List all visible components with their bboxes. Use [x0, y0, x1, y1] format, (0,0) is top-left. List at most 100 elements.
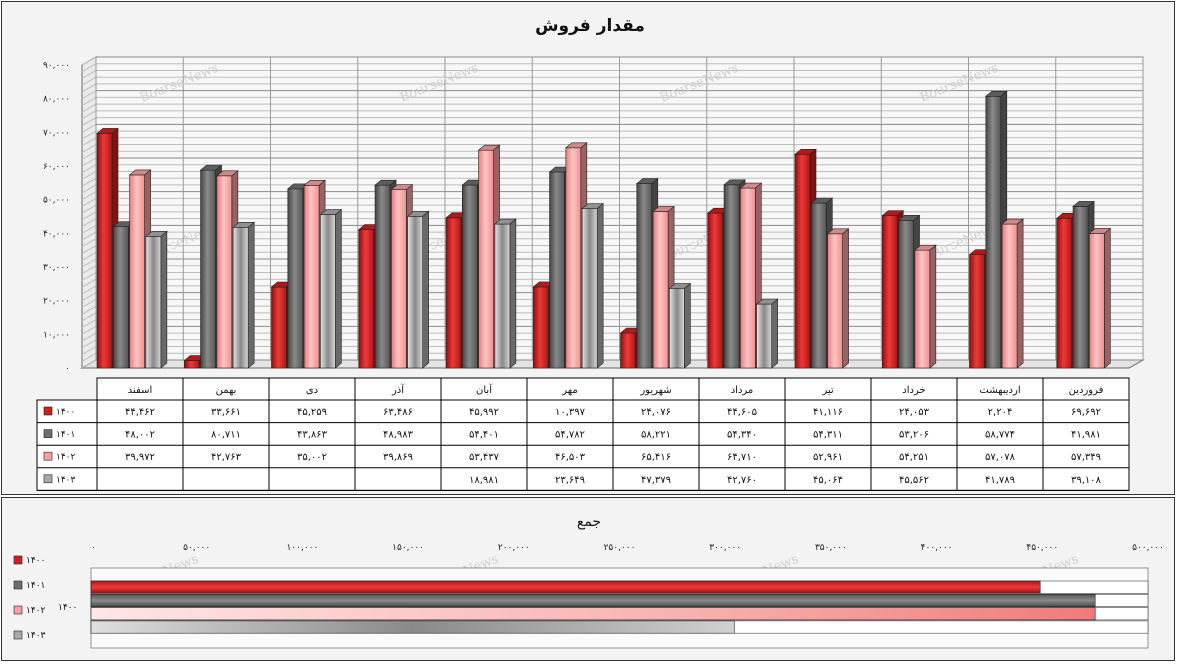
bar	[287, 188, 304, 369]
y-axis-ticks: ۰ ۱۰,۰۰۰ ۲۰,۰۰۰ ۳۰,۰۰۰ ۴۰,۰۰۰ ۵۰,۰۰۰ ۶۰,۰۰۰ ۷۰,…	[43, 61, 70, 374]
data-cell: ۴۴,۶۰۵	[727, 407, 757, 418]
bar-top	[897, 215, 921, 221]
bar-top	[914, 244, 937, 251]
monthly-sales-panel: مقدار فروش BourseNews BourseNews BourseNew…	[1, 1, 1175, 495]
data-cell: ۴۶,۵۰۳	[555, 452, 586, 463]
bar-side	[509, 218, 517, 369]
bar	[532, 286, 549, 369]
gridline-side	[81, 197, 97, 207]
data-cell: ۴۳,۸۶۳	[297, 430, 328, 441]
bar-top	[652, 206, 675, 212]
gridline-side	[81, 352, 97, 362]
bar	[358, 229, 375, 369]
data-table: اسفند ۴۴,۴۶۲ ۴۸,۰۰۲ ۳۹,۹۷۲ بهمن ۳۳,۶۶۱ ۸۰,۷۱۱ ۴…	[36, 377, 1130, 491]
category-label: بهمن	[216, 385, 237, 396]
bar	[407, 215, 423, 369]
y-tick-label: ۹۰,۰۰۰	[43, 61, 70, 71]
bar	[723, 184, 740, 369]
legend-label: ۱۴۰۰	[56, 408, 75, 418]
bar	[494, 223, 511, 369]
legend-label: ۱۴۰۱	[26, 581, 45, 591]
bar-side	[160, 230, 168, 369]
bar-side	[842, 228, 849, 369]
bar-top	[232, 222, 255, 228]
bar-top	[1001, 218, 1024, 225]
bar-side	[422, 210, 429, 369]
total-bar	[90, 580, 1041, 594]
gridline-side	[81, 130, 97, 140]
bar	[707, 212, 724, 369]
gridline-side	[81, 83, 97, 93]
gridline-side	[81, 70, 97, 79]
x-tick-label: ۲۵۰,۰۰۰	[604, 543, 636, 553]
category-label: مرداد	[731, 385, 754, 396]
bar-side	[1104, 227, 1111, 369]
data-cell: ۶۴,۷۱۰	[727, 452, 757, 463]
data-cell: ۴۱,۱۱۶	[813, 407, 843, 418]
x-tick-label: ۵۰۰,۰۰۰	[1132, 543, 1164, 553]
y-tick-label: ۰	[65, 364, 70, 374]
bar-top	[128, 169, 152, 176]
legend-swatch	[43, 429, 53, 438]
legend-label: ۱۴۰۳	[26, 631, 46, 641]
bar-side	[335, 208, 342, 369]
data-cell: ۵۲,۹۶۱	[813, 452, 843, 463]
bar	[620, 332, 636, 369]
x-tick-label: ۴۵۰,۰۰۰	[1026, 543, 1058, 553]
legend-label: ۱۴۰۲	[26, 606, 46, 616]
legend-label: ۱۴۰۱	[56, 430, 75, 440]
data-cell: ۳۳,۶۶۱	[211, 407, 241, 418]
gridline-side	[81, 96, 97, 106]
data-cell: ۶۵,۴۱۶	[641, 452, 671, 463]
bar	[271, 286, 287, 369]
data-cell: ۸۰,۷۱۱	[211, 430, 241, 441]
bar	[1056, 218, 1073, 369]
gridline-side	[81, 245, 97, 254]
y-tick-label: ۸۰,۰۰۰	[43, 95, 70, 105]
category-label: مهر	[561, 385, 577, 396]
gridline-side	[81, 150, 97, 160]
gridline-side	[81, 63, 97, 73]
gridline-side	[81, 110, 97, 120]
bar	[756, 303, 772, 369]
bar	[549, 171, 565, 369]
bar	[391, 189, 407, 369]
gridline-side	[81, 258, 97, 268]
bar	[652, 211, 669, 369]
bar-top	[565, 142, 588, 149]
bar	[232, 227, 249, 369]
gridline-side	[81, 90, 97, 100]
bar	[216, 175, 233, 369]
gridline-side	[81, 319, 97, 329]
data-cell: ۴۲,۷۶۰	[727, 475, 757, 486]
data-cell: ۳۹,۸۶۹	[383, 452, 413, 463]
bar	[374, 184, 391, 369]
bar	[827, 233, 843, 369]
y-tick-label: ۴۰,۰۰۰	[43, 229, 70, 239]
legend-label: ۱۴۰۲	[56, 453, 76, 463]
bar-top	[739, 182, 763, 189]
data-cell: ۵۴,۲۵۱	[899, 452, 929, 463]
data-cell: ۵۸,۲۲۱	[641, 430, 671, 441]
y-tick-label: ۳۰,۰۰۰	[43, 263, 70, 273]
data-cell: ۴۲,۷۶۳	[211, 452, 242, 463]
monthly-sales-chart: مقدار فروش BourseNews BourseNews BourseNew…	[36, 16, 1145, 491]
legend-swatch	[13, 580, 23, 590]
bar	[113, 226, 129, 369]
data-cell: ۴۵,۵۶۲	[899, 475, 929, 486]
y-tick-label: ۱۰,۰۰۰	[43, 330, 70, 340]
gridline-side	[81, 76, 97, 86]
gridline-side	[81, 164, 97, 174]
gridline-side	[81, 144, 97, 153]
x-tick-label: ۵۰,۰۰۰	[183, 543, 210, 553]
legend-swatch	[43, 406, 53, 416]
data-cell: ۴۱,۷۸۹	[985, 475, 1015, 486]
data-cell: ۵۴,۳۱۱	[813, 430, 843, 441]
gridline-side	[81, 292, 97, 302]
gridline-side	[81, 177, 97, 187]
x-tick-label: ۲۰۰,۰۰۰	[498, 543, 530, 553]
bar-top	[635, 178, 659, 184]
chart-title: مقدار فروش	[535, 16, 645, 36]
data-cell: ۵۴,۳۴۰	[727, 430, 757, 441]
bar-top	[794, 148, 817, 155]
